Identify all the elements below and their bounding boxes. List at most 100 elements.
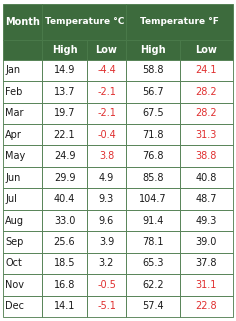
Bar <box>42 274 87 296</box>
Bar <box>87 40 126 60</box>
Text: 49.3: 49.3 <box>196 216 217 226</box>
Text: 37.8: 37.8 <box>196 258 217 268</box>
Text: May: May <box>5 151 25 161</box>
Bar <box>87 210 126 231</box>
Text: Feb: Feb <box>5 87 23 97</box>
Bar <box>180 60 233 81</box>
Text: 3.2: 3.2 <box>99 258 114 268</box>
Text: 67.5: 67.5 <box>142 108 164 118</box>
Text: 56.7: 56.7 <box>142 87 164 97</box>
Text: Nov: Nov <box>5 280 24 290</box>
Text: -2.1: -2.1 <box>97 87 116 97</box>
Text: Month: Month <box>5 17 40 27</box>
Bar <box>42 4 126 40</box>
Bar <box>180 296 233 317</box>
Bar <box>126 4 233 40</box>
Text: 9.6: 9.6 <box>99 216 114 226</box>
Text: Low: Low <box>195 45 217 55</box>
Bar <box>42 81 87 102</box>
Text: 31.3: 31.3 <box>196 130 217 140</box>
Bar <box>42 296 87 317</box>
Text: Dec: Dec <box>5 301 24 311</box>
Text: Apr: Apr <box>5 130 22 140</box>
Bar <box>126 296 180 317</box>
Bar <box>180 102 233 124</box>
Bar <box>126 145 180 167</box>
Bar <box>126 102 180 124</box>
Bar <box>126 124 180 145</box>
Bar <box>126 60 180 81</box>
Text: 16.8: 16.8 <box>54 280 75 290</box>
Bar <box>87 296 126 317</box>
Bar <box>3 145 42 167</box>
Bar <box>87 145 126 167</box>
Text: 4.9: 4.9 <box>99 173 114 183</box>
Bar <box>3 296 42 317</box>
Bar <box>126 167 180 188</box>
Text: 22.1: 22.1 <box>54 130 75 140</box>
Text: 22.8: 22.8 <box>196 301 217 311</box>
Bar <box>126 40 180 60</box>
Text: 57.4: 57.4 <box>142 301 164 311</box>
Bar <box>42 210 87 231</box>
Text: 24.9: 24.9 <box>54 151 75 161</box>
Bar <box>3 210 42 231</box>
Text: Sep: Sep <box>5 237 24 247</box>
Text: 104.7: 104.7 <box>139 194 167 204</box>
Text: -5.1: -5.1 <box>97 301 116 311</box>
Bar <box>87 231 126 253</box>
Text: -2.1: -2.1 <box>97 108 116 118</box>
Bar <box>42 60 87 81</box>
Text: 85.8: 85.8 <box>142 173 164 183</box>
Text: 48.7: 48.7 <box>196 194 217 204</box>
Text: -4.4: -4.4 <box>97 65 116 75</box>
Bar <box>180 253 233 274</box>
Text: 25.6: 25.6 <box>54 237 75 247</box>
Text: Temperature °C: Temperature °C <box>45 17 124 26</box>
Text: 13.7: 13.7 <box>54 87 75 97</box>
Bar <box>87 167 126 188</box>
Text: Low: Low <box>96 45 118 55</box>
Text: 91.4: 91.4 <box>142 216 164 226</box>
Bar <box>180 167 233 188</box>
Bar <box>42 40 87 60</box>
Bar <box>42 145 87 167</box>
Text: 19.7: 19.7 <box>54 108 75 118</box>
Text: 9.3: 9.3 <box>99 194 114 204</box>
Text: Jan: Jan <box>5 65 20 75</box>
Text: 28.2: 28.2 <box>196 87 217 97</box>
Bar <box>42 124 87 145</box>
Bar <box>87 102 126 124</box>
Bar <box>42 188 87 210</box>
Text: Temperature °F: Temperature °F <box>140 17 219 26</box>
Text: 14.9: 14.9 <box>54 65 75 75</box>
Bar <box>87 81 126 102</box>
Text: 18.5: 18.5 <box>54 258 75 268</box>
Bar <box>42 167 87 188</box>
Text: 78.1: 78.1 <box>142 237 164 247</box>
Text: 76.8: 76.8 <box>142 151 164 161</box>
Bar <box>180 274 233 296</box>
Text: 31.1: 31.1 <box>196 280 217 290</box>
Text: 39.0: 39.0 <box>196 237 217 247</box>
Bar <box>3 253 42 274</box>
Text: Aug: Aug <box>5 216 24 226</box>
Bar <box>3 124 42 145</box>
Bar <box>87 124 126 145</box>
Text: 3.8: 3.8 <box>99 151 114 161</box>
Text: Oct: Oct <box>5 258 22 268</box>
Text: 65.3: 65.3 <box>142 258 164 268</box>
Bar <box>180 81 233 102</box>
Bar <box>180 124 233 145</box>
Text: 40.8: 40.8 <box>196 173 217 183</box>
Bar <box>180 40 233 60</box>
Bar <box>3 4 42 40</box>
Bar <box>87 274 126 296</box>
Bar <box>3 167 42 188</box>
Bar <box>126 231 180 253</box>
Bar <box>42 253 87 274</box>
Bar <box>87 60 126 81</box>
Bar <box>126 253 180 274</box>
Text: 3.9: 3.9 <box>99 237 114 247</box>
Text: Jul: Jul <box>5 194 17 204</box>
